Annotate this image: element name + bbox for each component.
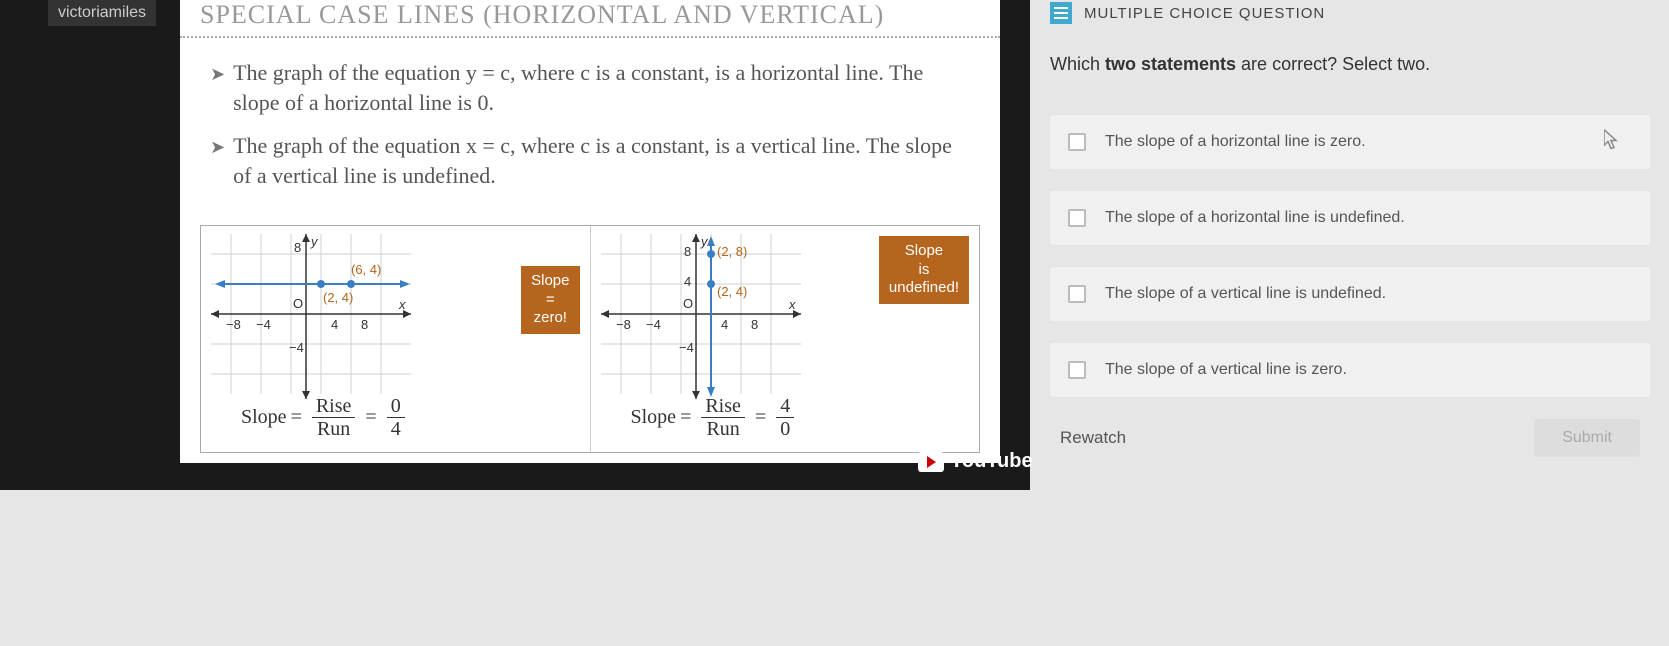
svg-text:(2, 4): (2, 4): [717, 284, 747, 299]
value-frac: 0 4: [387, 395, 405, 440]
section-title: SPECIAL CASE LINES (HORIZONTAL AND VERTI…: [180, 0, 1000, 38]
lesson-content: SPECIAL CASE LINES (HORIZONTAL AND VERTI…: [180, 0, 1000, 463]
svg-text:8: 8: [294, 240, 301, 255]
equals: =: [755, 406, 766, 429]
svg-text:−8: −8: [226, 317, 241, 332]
svg-text:4: 4: [331, 317, 338, 332]
run: Run: [312, 418, 356, 440]
rise-run-frac: Rise Run: [312, 395, 356, 440]
figure-box: (2, 4) (6, 4) y x 8 −4 −8 −4 4 8 O Slope…: [200, 225, 980, 453]
bullet-marker-icon: ➤: [210, 135, 225, 190]
bullet-marker-icon: ➤: [210, 62, 225, 117]
bullet-list: ➤ The graph of the equation y = c, where…: [180, 38, 1000, 215]
run: Run: [701, 418, 745, 440]
slope-formula-1: Slope = Rise Run = 0 4: [241, 395, 411, 440]
question-panel: MULTIPLE CHOICE QUESTION Which two state…: [1040, 0, 1660, 457]
checkbox-icon: [1068, 133, 1086, 151]
svg-text:8: 8: [751, 317, 758, 332]
youtube-icon: [918, 452, 944, 472]
choice-text: The slope of a vertical line is undefine…: [1105, 285, 1386, 302]
svg-text:x: x: [398, 297, 406, 312]
svg-text:−4: −4: [646, 317, 661, 332]
svg-text:4: 4: [684, 274, 691, 289]
rise: Rise: [312, 395, 356, 418]
svg-text:8: 8: [684, 244, 691, 259]
cursor-icon: [1604, 130, 1620, 155]
bullet-text: The graph of the equation y = c, where c…: [233, 58, 970, 117]
graph-svg: (2, 4) (6, 4) y x 8 −4 −8 −4 4 8 O: [211, 234, 431, 404]
graph-svg: (2, 8) (2, 4) y x 8 4 −4 −8 −4 4 8 O: [601, 234, 821, 404]
frac-num: 4: [776, 395, 794, 418]
slope-badge-undefined: Slopeisundefined!: [879, 236, 969, 304]
slope-label: Slope: [631, 406, 677, 429]
question-actions: Rewatch Submit: [1050, 419, 1650, 457]
checkbox-icon: [1068, 285, 1086, 303]
graph-vertical: (2, 8) (2, 4) y x 8 4 −4 −8 −4 4 8 O Slo…: [591, 226, 980, 452]
prompt-pre: Which: [1050, 54, 1105, 74]
svg-text:−4: −4: [679, 340, 694, 355]
rise: Rise: [701, 395, 745, 418]
svg-text:−4: −4: [289, 340, 304, 355]
svg-text:(2, 8): (2, 8): [717, 244, 747, 259]
svg-text:O: O: [683, 296, 693, 311]
choice-text: The slope of a vertical line is zero.: [1105, 361, 1347, 378]
choice-option[interactable]: The slope of a vertical line is zero.: [1050, 343, 1650, 397]
bullet-item: ➤ The graph of the equation x = c, where…: [210, 131, 970, 190]
frac-num: 0: [387, 395, 405, 418]
svg-text:−4: −4: [256, 317, 271, 332]
rewatch-button[interactable]: Rewatch: [1060, 428, 1126, 448]
question-header: MULTIPLE CHOICE QUESTION: [1050, 2, 1650, 24]
frac-den: 4: [387, 418, 405, 440]
svg-text:−8: −8: [616, 317, 631, 332]
choice-option[interactable]: The slope of a horizontal line is zero.: [1050, 115, 1650, 169]
svg-text:y: y: [310, 234, 319, 249]
badge-text: Slopeisundefined!: [889, 242, 959, 297]
svg-text:x: x: [788, 297, 796, 312]
badge-text: Slope=zero!: [531, 272, 569, 327]
choice-option[interactable]: The slope of a vertical line is undefine…: [1050, 267, 1650, 321]
slope-label: Slope: [241, 406, 287, 429]
question-prompt: Which two statements are correct? Select…: [1050, 54, 1650, 75]
frac-den: 0: [776, 418, 794, 440]
slope-badge-zero: Slope=zero!: [521, 266, 579, 334]
prompt-post: are correct? Select two.: [1236, 54, 1430, 74]
svg-text:8: 8: [361, 317, 368, 332]
svg-text:4: 4: [721, 317, 728, 332]
youtube-badge[interactable]: YouTube: [918, 450, 1033, 473]
prompt-strong: two statements: [1105, 54, 1236, 74]
submit-button[interactable]: Submit: [1534, 419, 1640, 457]
bullet-text: The graph of the equation x = c, where c…: [233, 131, 970, 190]
svg-text:(2, 4): (2, 4): [323, 290, 353, 305]
svg-text:O: O: [293, 296, 303, 311]
choice-text: The slope of a horizontal line is zero.: [1105, 133, 1366, 150]
username-tab: victoriamiles: [48, 0, 156, 26]
choice-option[interactable]: The slope of a horizontal line is undefi…: [1050, 191, 1650, 245]
svg-text:(6, 4): (6, 4): [351, 262, 381, 277]
slope-formula-2: Slope = Rise Run = 4 0: [631, 395, 801, 440]
list-icon: [1050, 2, 1072, 24]
youtube-text: YouTube: [950, 450, 1033, 473]
rise-run-frac: Rise Run: [701, 395, 745, 440]
checkbox-icon: [1068, 209, 1086, 227]
svg-text:y: y: [700, 234, 709, 249]
question-type-label: MULTIPLE CHOICE QUESTION: [1084, 5, 1325, 22]
value-frac: 4 0: [776, 395, 794, 440]
checkbox-icon: [1068, 361, 1086, 379]
equals: =: [291, 406, 302, 429]
bullet-item: ➤ The graph of the equation y = c, where…: [210, 58, 970, 117]
graph-horizontal: (2, 4) (6, 4) y x 8 −4 −8 −4 4 8 O Slope…: [201, 226, 591, 452]
choice-text: The slope of a horizontal line is undefi…: [1105, 209, 1405, 226]
equals: =: [680, 406, 691, 429]
video-panel: victoriamiles SPECIAL CASE LINES (HORIZO…: [0, 0, 1030, 490]
equals: =: [365, 406, 376, 429]
